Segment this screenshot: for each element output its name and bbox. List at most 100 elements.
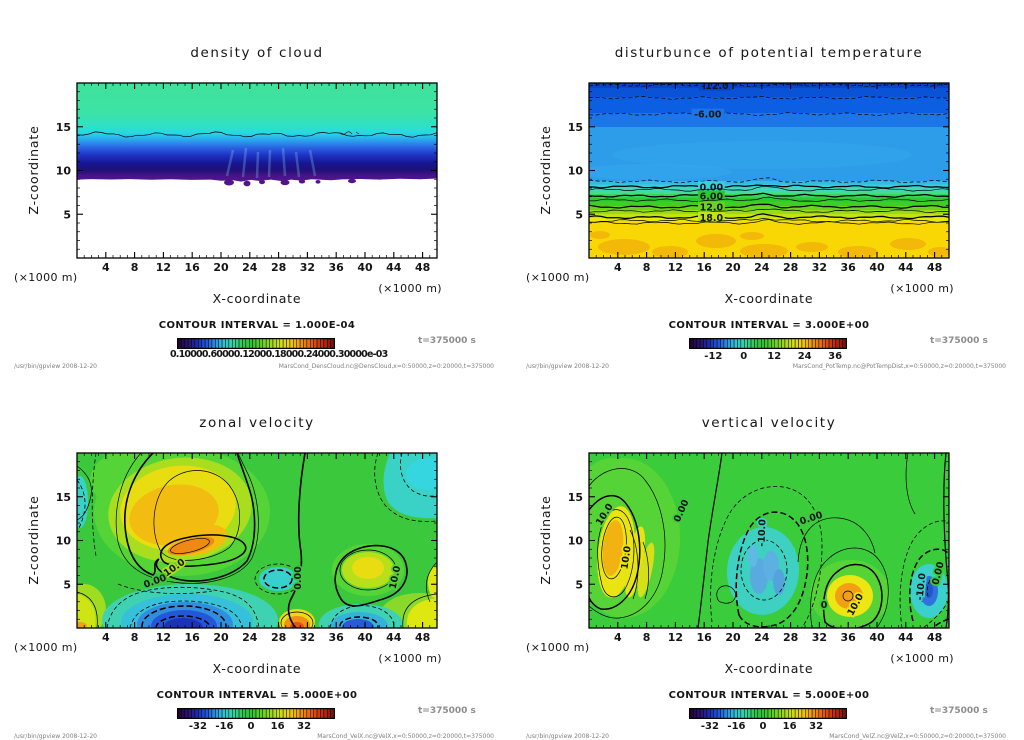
colorbar-cell [215,708,219,719]
colorbar-cell [696,338,701,349]
colorbar-cell [211,708,216,719]
x-tick-label: 12 [156,631,171,644]
contour-line [589,96,949,100]
contour-label: 0.00 [293,566,304,590]
colorbar-cell [201,338,206,349]
colorbar-cell [184,338,189,349]
footer-source: MarsCond_VelX.nc@VelX,x=0:50000,z=0:2000… [317,733,494,740]
colorbar-cell [330,708,335,719]
colorbar-cell [760,708,765,719]
colorbar-cell [211,338,216,349]
contour-line [589,208,949,214]
y-axis-label: Z-coordinate [26,495,41,584]
y-axis-label: Z-coordinate [538,495,553,584]
colorbar-cell [737,338,742,349]
colorbar-tick-label: 16 [783,721,797,732]
colorbar-cell [693,708,698,719]
x-tick-label: 48 [927,631,942,644]
x-tick-label: 40 [357,261,373,274]
panel-density-of-cloud: density of cloud 4 8 12 16 20 24 28 32 36 40 44 485… [14,45,494,370]
colorbar-cell [805,338,809,349]
panel-potential-temperature: disturbunce of potential temperature [526,45,1006,370]
x-tick-label: 20 [725,261,741,274]
colorbar-cell [272,338,277,349]
x-tick-label: 24 [242,261,258,274]
colorbar-cell [760,338,765,349]
panel-title: disturbunce of potential temperature [615,45,924,61]
colorbar-cell [177,338,182,349]
colorbar-tick-label: -32 [701,721,719,732]
x-tick-label: 8 [131,261,139,274]
time-label: t=375000 s [930,336,988,346]
colorbar-cell [276,708,280,719]
contour-line [589,213,949,220]
colorbar-cell [713,708,718,719]
contour-interval-label: CONTOUR INTERVAL = 5.000E+00 [157,690,358,701]
colorbar-cell [238,338,243,349]
colorbar-border [177,708,335,719]
colorbar-cell [774,338,779,349]
colorbar-cell [794,708,799,719]
plot-fill-layer [77,453,437,628]
colorbar-cell [815,338,820,349]
x-tick-label: 40 [869,631,885,644]
contour-label-bg [698,201,725,213]
contour-line [589,184,949,189]
colorbar-cell [703,338,708,349]
colorbar-cell [832,338,837,349]
colorbar-cell [794,338,799,349]
contour-label-bg [698,211,725,223]
colorbar-cell [710,708,714,719]
colorbar-tick-label: 36 [828,351,842,362]
contour-line [589,112,949,116]
x-tick-label: 44 [386,261,402,274]
y-tick-label: 5 [63,208,71,221]
colorbar-cell [310,708,314,719]
colorbar-tick-label: 24 [798,351,812,362]
colorbar-cell [299,708,304,719]
contour-line [589,185,949,192]
colorbar-cell [269,338,274,349]
colorbar-cell [730,708,735,719]
footer-source: MarsCond_DensCloud.nc@DensCloud,x=0:5000… [279,363,494,370]
colorbar-cell [286,338,291,349]
contour-label: 10.0 [619,545,633,570]
colorbar-tick-label: -32 [189,721,207,732]
colorbar-cell [798,338,803,349]
colorbar-cell [828,708,833,719]
colorbar-cell [767,338,772,349]
colorbar-cell [235,708,240,719]
colorbar-cell [723,708,728,719]
colorbar-cell [835,708,840,719]
colorbar-cell [225,708,230,719]
colorbar-cell [262,708,267,719]
colorbar-cell [696,708,701,719]
contour-squiggle [339,131,360,135]
colorbar-cell [313,708,318,719]
colorbar-cell [767,708,772,719]
colorbar-cell [306,338,311,349]
colorbar-cell [313,338,318,349]
colorbar-cell [293,338,297,349]
x-axis-label: X-coordinate [725,291,814,306]
colorbar-cell [235,338,240,349]
x-tick-label: 28 [783,261,798,274]
colorbar-cell [198,708,202,719]
contour-label: 0.00 [700,182,724,193]
colorbar-cell [740,338,745,349]
x-axis-unit: (×1000 m) [890,652,954,665]
contour-interval-label: CONTOUR INTERVAL = 1.000E-04 [159,320,356,331]
x-tick-label: 8 [643,261,651,274]
colorbar-cell [727,338,731,349]
colorbar-cell [720,338,725,349]
contour-label: -6.00 [694,110,722,121]
colorbar-cell [194,708,199,719]
y-tick-label: 10 [56,535,72,548]
colorbar-cell [293,708,297,719]
colorbar-cell [208,338,213,349]
colorbar-cell [259,338,264,349]
x-tick-label: 44 [898,261,914,274]
colorbar-cell [323,708,328,719]
colorbar-cell [191,708,196,719]
contour-line [589,177,949,184]
